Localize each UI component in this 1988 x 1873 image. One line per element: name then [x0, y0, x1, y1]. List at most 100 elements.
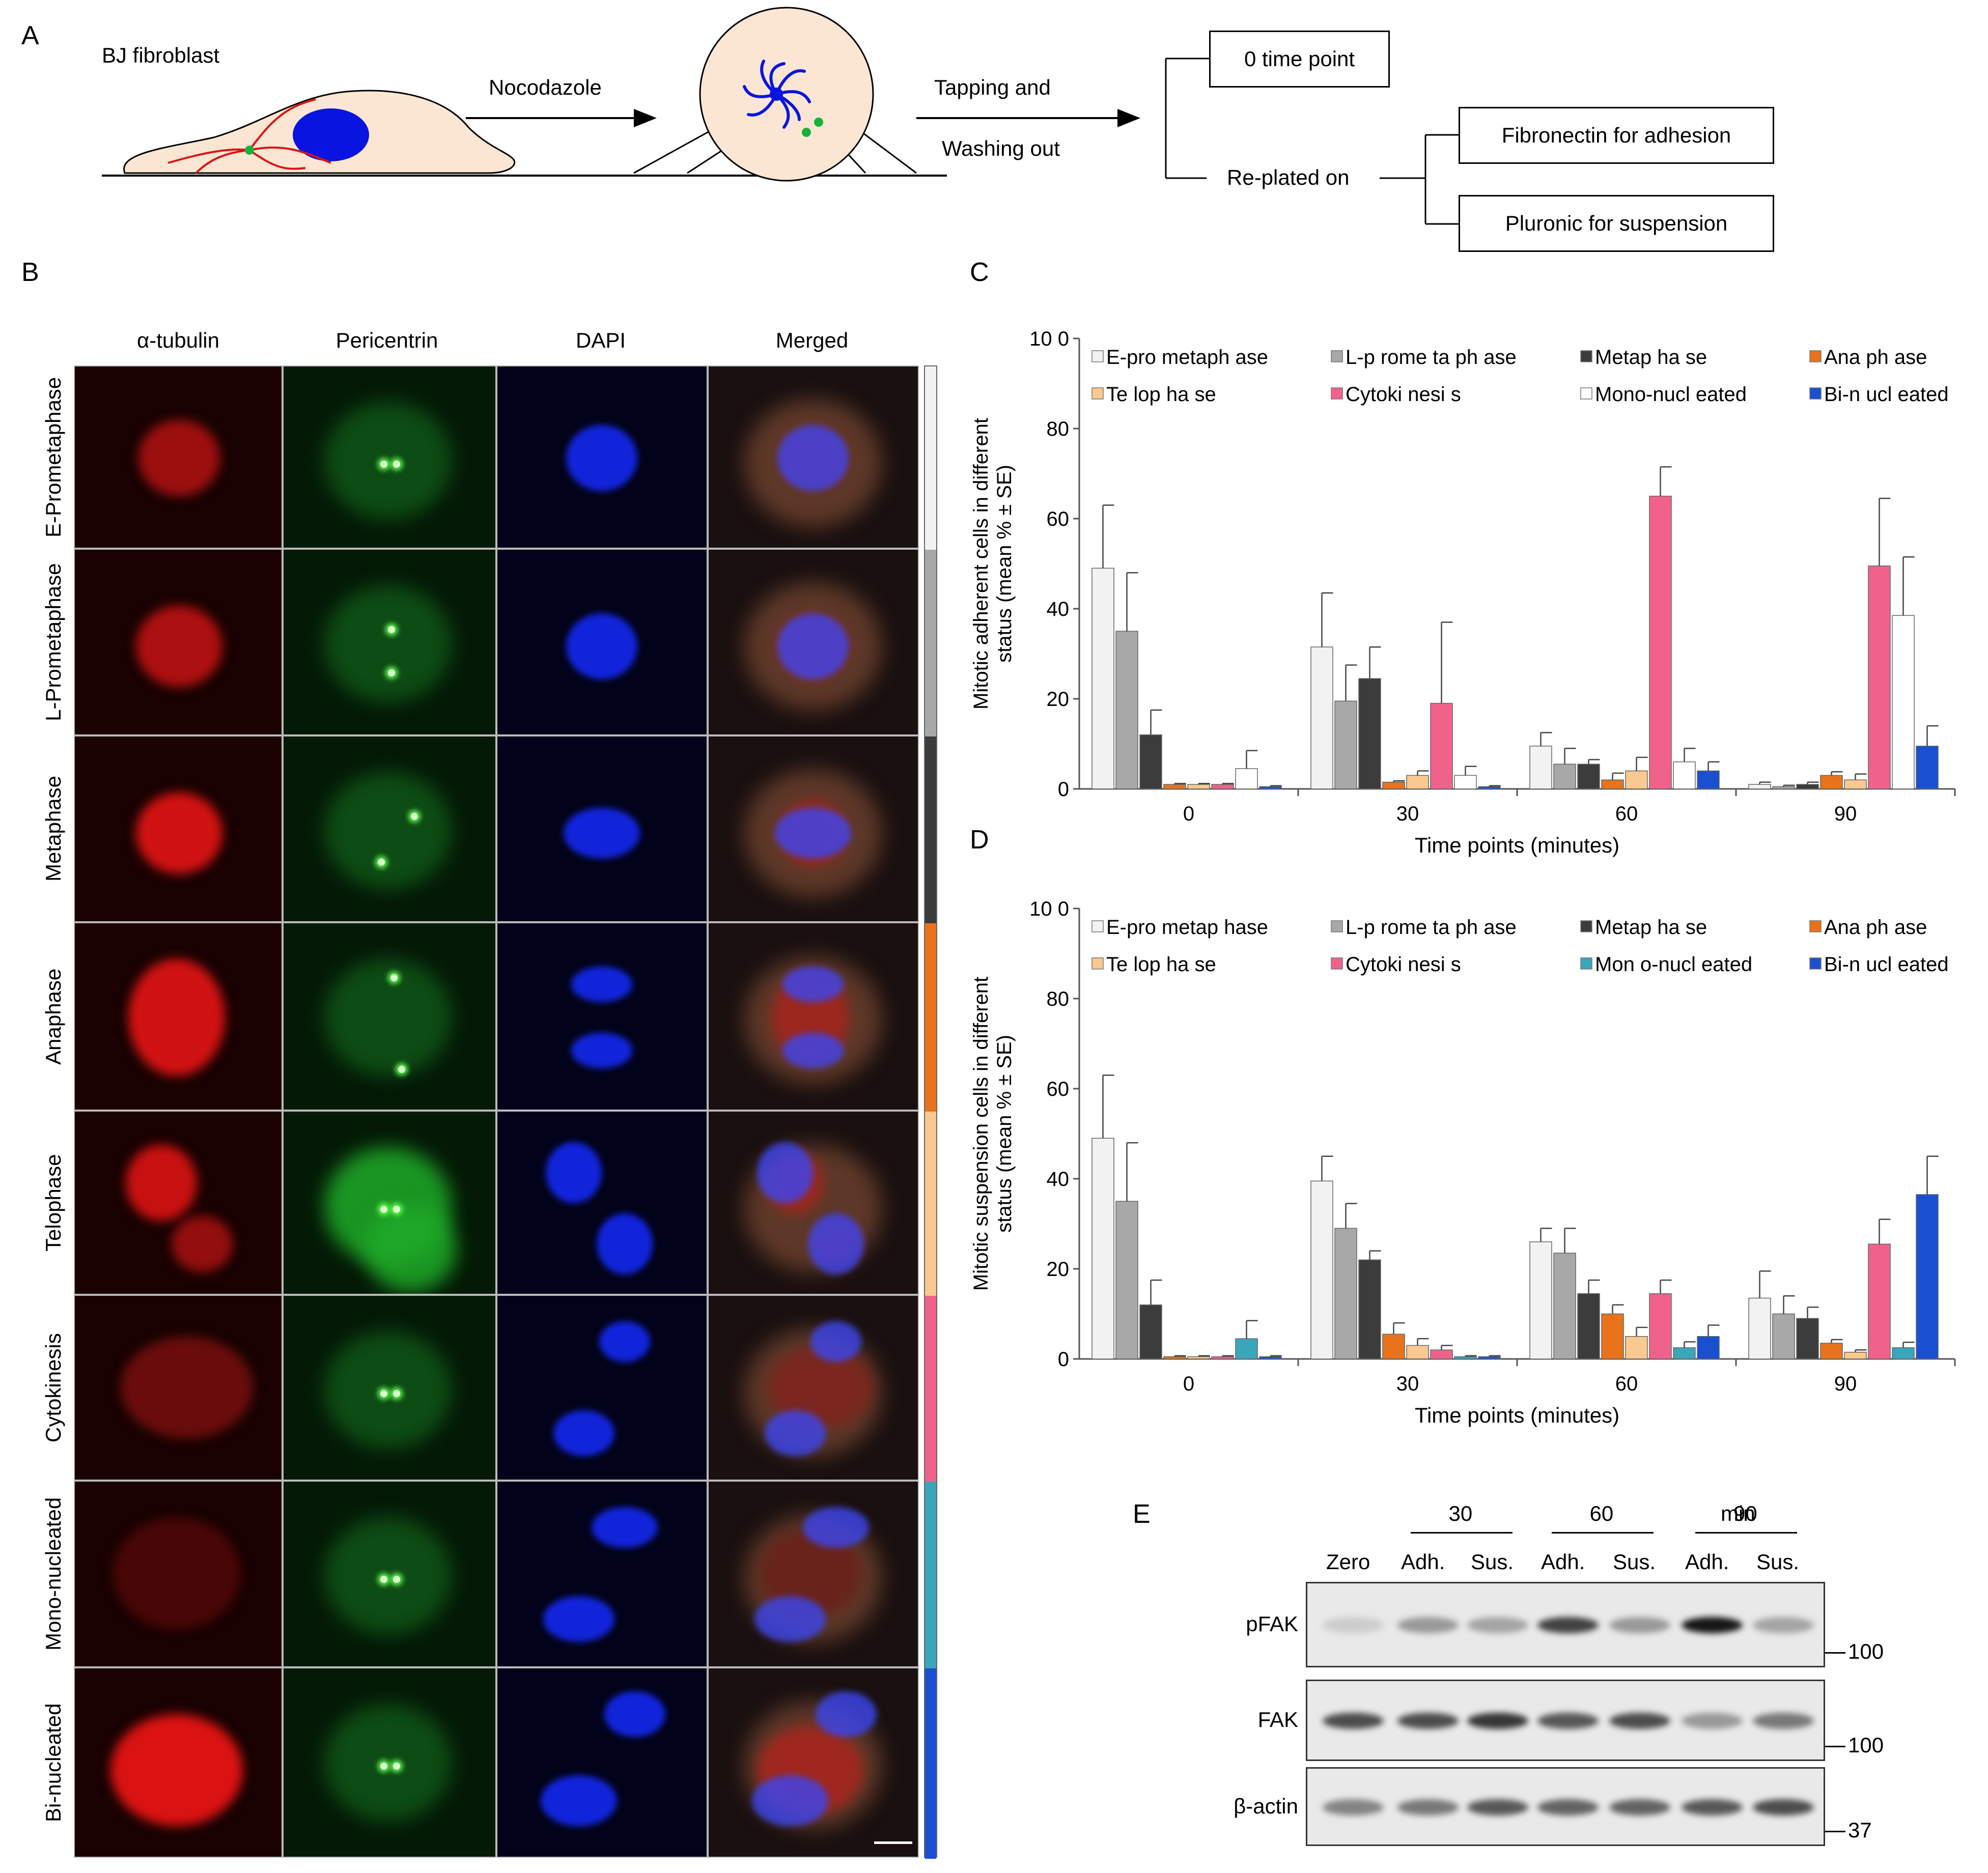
blot-strip-pfak — [1306, 1582, 1825, 1667]
time-header-underline — [1695, 1532, 1797, 1534]
chart-c-legend-swatch — [1809, 350, 1822, 362]
pluronic-box: Pluronic for suspension — [1459, 195, 1774, 252]
band-β-actin-lane-5 — [1682, 1799, 1743, 1815]
chart-d-bar-metaphase-30 — [1358, 1259, 1381, 1359]
chart-c-bar-telophase-90 — [1844, 779, 1867, 789]
chart-c-ytick-label: 0 — [1058, 778, 1069, 801]
lane-label-0: Zero — [1326, 1550, 1370, 1574]
colorbar-segment-bi-nucleated — [925, 1668, 936, 1859]
micrograph-telophase-pericentrin — [283, 1111, 496, 1295]
chart-c-bar-anaphase-30 — [1382, 781, 1405, 789]
micrograph-anaphase-dapi — [496, 922, 708, 1111]
colorbar-segment-l-prometaphase — [925, 550, 936, 736]
chart-d-legend-label: Metap ha se — [1595, 916, 1707, 939]
band-pfak-lane-6 — [1753, 1617, 1814, 1633]
row-label-telophase: Telophase — [41, 1154, 65, 1252]
centrosome-spot — [380, 1206, 387, 1213]
chart-c-bar-telophase-30 — [1406, 775, 1429, 789]
panel-c-label: C — [970, 258, 989, 287]
chart-c-bar-metaphase-0 — [1139, 734, 1162, 789]
micrograph-cytokinesis-dapi — [496, 1295, 708, 1481]
marker-label: 37 — [1848, 1818, 1872, 1842]
chart-c-legend-label: Metap ha se — [1595, 346, 1707, 368]
chart-d-bar-cytokinesis-0 — [1211, 1356, 1234, 1359]
chart-d-bar-mono-nucleated-30 — [1454, 1356, 1477, 1359]
chart-c-bar-mono-nucleated-30 — [1454, 775, 1477, 789]
centrosome-spot — [393, 1576, 400, 1583]
band-β-actin-lane-4 — [1609, 1799, 1670, 1815]
chart-c-bar-mono-nucleated-0 — [1235, 768, 1258, 789]
chart-d-ytick-label: 60 — [1047, 1078, 1070, 1100]
marker-tick — [1825, 1652, 1845, 1654]
colorbar-segment-cytokinesis — [925, 1296, 936, 1482]
chart-d-bar-cytokinesis-90 — [1868, 1243, 1891, 1359]
micrograph-cytokinesis-tubulin — [74, 1295, 283, 1481]
chart-d-bar-metaphase-0 — [1139, 1304, 1162, 1359]
centrosome-spot — [390, 974, 398, 981]
chart-d-bar-mono-nucleated-0 — [1235, 1338, 1258, 1359]
chart-d-legend-label: Bi-n ucl eated — [1824, 953, 1949, 976]
band-β-actin-lane-0 — [1323, 1799, 1384, 1815]
chart-c-bar-anaphase-60 — [1601, 779, 1624, 789]
chart-c-legend-swatch — [1091, 387, 1104, 400]
chart-d-bar-e-prometaphase-30 — [1310, 1180, 1333, 1359]
micrograph-bi-nucleated-tubulin — [74, 1667, 283, 1858]
band-fak-lane-6 — [1753, 1713, 1814, 1729]
blot-label-pfak: pFAK — [1246, 1612, 1298, 1636]
spindle-pole-dot — [814, 118, 823, 127]
chart-c-bar-metaphase-60 — [1577, 763, 1600, 789]
micrograph-anaphase-merged — [708, 922, 919, 1111]
chart-c-legend-swatch — [1809, 387, 1822, 400]
band-pfak-lane-0 — [1323, 1617, 1384, 1633]
chart-c-bar-metaphase-90 — [1796, 784, 1819, 789]
fibroblast-nucleus — [293, 108, 369, 161]
micrograph-e-prometaphase-merged — [708, 365, 919, 549]
panel-e-label: E — [1133, 1499, 1151, 1529]
fibronectin-box: Fibronectin for adhesion — [1459, 107, 1774, 164]
chart-d-ytick-label: 80 — [1047, 988, 1070, 1010]
chart-d-bar-bi-nucleated-30 — [1478, 1356, 1501, 1359]
centrosome-dot — [245, 146, 254, 155]
chart-d-bar-mono-nucleated-60 — [1673, 1347, 1696, 1359]
micrograph-l-prometaphase-tubulin — [74, 549, 283, 735]
micrograph-metaphase-tubulin — [74, 735, 283, 922]
panel-b-label: B — [21, 258, 39, 287]
marker-tick — [1825, 1831, 1845, 1832]
stage-colorbar — [924, 365, 937, 1859]
chart-d-bar-anaphase-30 — [1382, 1333, 1405, 1359]
chart-d-ytick-label: 0 — [1058, 1348, 1069, 1371]
lane-label-3: Adh. — [1541, 1550, 1585, 1574]
chart-c-ytick-label: 10 0 — [1029, 328, 1069, 350]
lane-label-4: Sus. — [1613, 1550, 1656, 1574]
chart-d-bar-metaphase-90 — [1796, 1318, 1819, 1359]
chart-c-bar-l-prometaphase-90 — [1772, 786, 1795, 789]
marker-label: 100 — [1848, 1639, 1884, 1663]
chart-d-bar-telophase-0 — [1187, 1356, 1210, 1359]
micrograph-grid — [74, 365, 919, 1858]
chart-c-legend-label: E-pro metaph ase — [1106, 346, 1268, 368]
micrograph-l-prometaphase-dapi — [496, 549, 708, 735]
chart-d-bar-l-prometaphase-30 — [1334, 1228, 1357, 1359]
chart-d-legend-label: Te lop ha se — [1106, 953, 1216, 976]
band-fak-lane-1 — [1397, 1713, 1459, 1729]
col-head-dapi: DAPI — [575, 328, 626, 352]
chart-d-legend-swatch — [1331, 920, 1343, 932]
chart-d-legend-label: Ana ph ase — [1824, 916, 1927, 939]
chart-c-legend-swatch — [1580, 350, 1592, 362]
time-header-60: 60 — [1589, 1501, 1614, 1525]
chart-c-ylabel: Mitotic adherent cells in differentstatu… — [970, 418, 1016, 710]
centrosome-spot — [388, 669, 395, 676]
chart-c-legend-swatch — [1331, 350, 1343, 362]
micrograph-cytokinesis-pericentrin — [283, 1295, 496, 1481]
band-pfak-lane-4 — [1609, 1617, 1670, 1633]
arrow-1 — [634, 109, 657, 127]
chart-d-legend-swatch — [1809, 957, 1822, 970]
chart-c: 0 20 40 60 80 10 0 Mitotic adherent cells in d… — [970, 328, 1956, 857]
centrosome-spot — [393, 1763, 400, 1770]
chart-d-bar-bi-nucleated-60 — [1697, 1336, 1720, 1359]
chart-d-bar-cytokinesis-60 — [1649, 1293, 1672, 1359]
band-pfak-lane-5 — [1682, 1617, 1743, 1633]
chart-c-xtick-label: 90 — [1834, 803, 1857, 825]
lane-label-6: Sus. — [1756, 1550, 1800, 1574]
colorbar-segment-metaphase — [925, 736, 936, 923]
